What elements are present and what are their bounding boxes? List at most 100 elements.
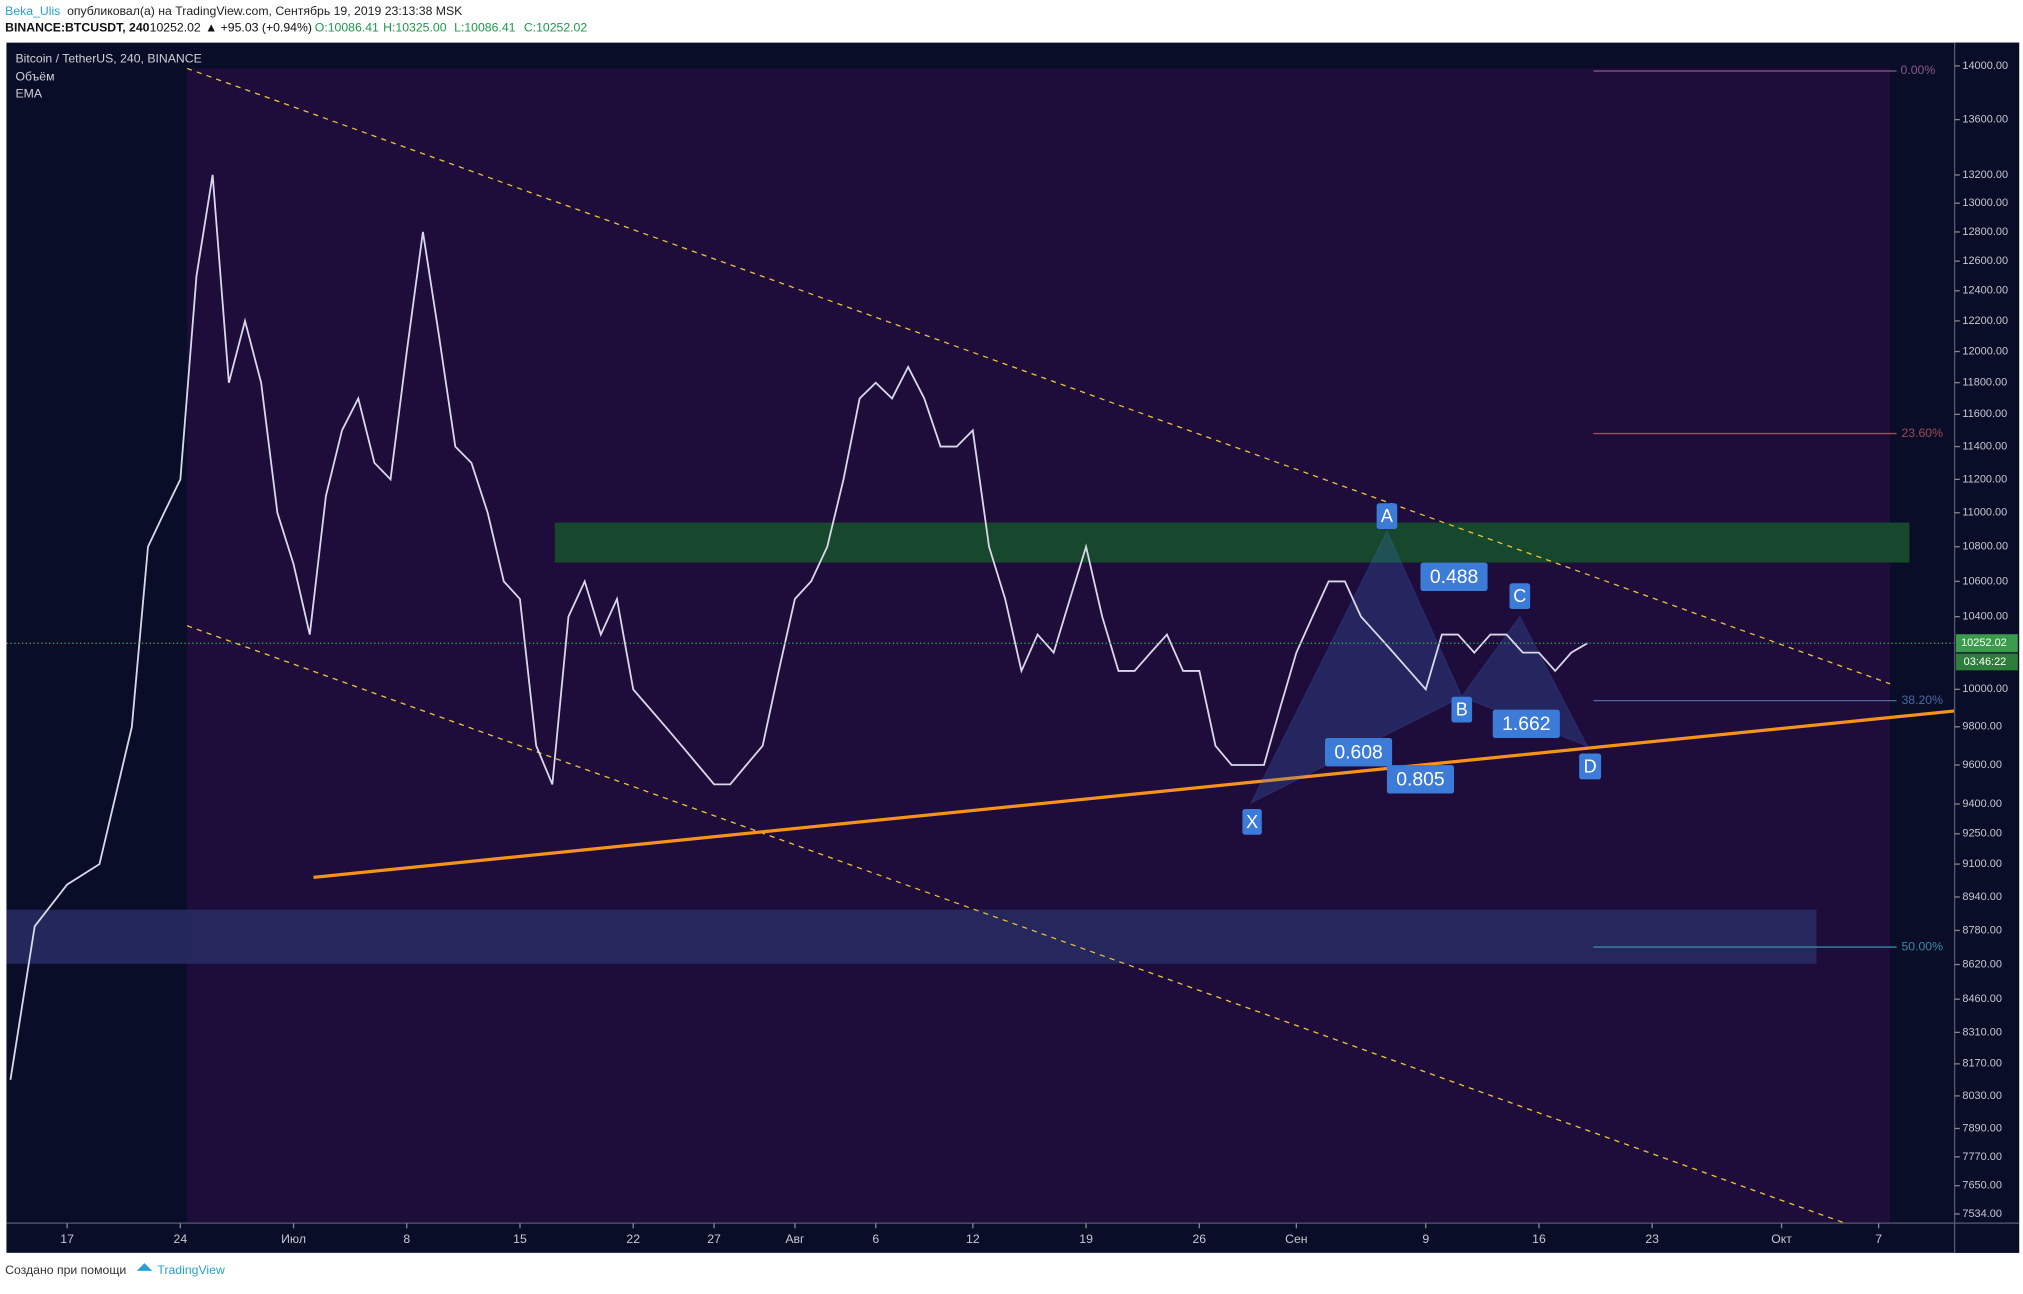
y-tick-label: 9600.00 — [1962, 759, 2002, 771]
y-tick-label: 9800.00 — [1962, 721, 2002, 733]
pattern-point: D — [1584, 756, 1597, 776]
countdown-bg — [1955, 653, 2018, 671]
y-tick-label: 7890.00 — [1962, 1122, 2002, 1134]
legend-ema: EMA — [15, 86, 42, 100]
y-tick-label: 12400.00 — [1962, 285, 2008, 297]
channel-top — [186, 67, 1891, 685]
channel-fill — [187, 68, 1891, 1224]
y-tick-label: 8310.00 — [1962, 1026, 2002, 1038]
x-tick-label: 7 — [1875, 1232, 1882, 1246]
last-price-label: 10252.02 — [1961, 637, 2007, 649]
y-tick-label: 9250.00 — [1962, 828, 2002, 840]
legend-volume: Объём — [15, 70, 54, 84]
x-tick-label: 8 — [403, 1232, 410, 1246]
ohlc-close: C:10252.02 — [524, 21, 588, 35]
y-tick-label: 14000.00 — [1962, 60, 2008, 72]
y-tick-label: 11000.00 — [1962, 507, 2007, 519]
price-line — [9, 174, 1588, 1080]
y-tick-label: 10800.00 — [1962, 541, 2008, 553]
x-tick-label: Окт — [1771, 1232, 1792, 1246]
published: опубликовал(а) на TradingView.com, Сентя… — [67, 4, 463, 18]
y-tick-label: 8940.00 — [1962, 891, 2002, 903]
fib-label: 50.00% — [1901, 939, 1943, 953]
x-tick-label: 26 — [1192, 1232, 1206, 1246]
y-tick-label: 8170.00 — [1962, 1058, 2002, 1070]
x-tick-label: Июл — [281, 1232, 306, 1246]
ratio-label: 1.662 — [1502, 713, 1550, 735]
ohlc-high: H:10325.00 — [383, 21, 447, 35]
x-tick-label: 22 — [626, 1232, 640, 1246]
x-tick-label: 16 — [1532, 1232, 1546, 1246]
support-zone — [6, 909, 1817, 964]
x-tick-label: Авг — [785, 1232, 805, 1246]
ohlc-low: L:10086.41 — [454, 21, 515, 35]
x-tick-label: Сен — [1285, 1232, 1307, 1246]
trendline — [313, 709, 1955, 879]
ratio-label: 0.608 — [1334, 742, 1382, 764]
ratio-bg — [1386, 765, 1455, 794]
x-tick-label: 27 — [707, 1232, 721, 1246]
y-tick-label: 8620.00 — [1962, 958, 2002, 970]
channel-bottom — [186, 625, 1846, 1224]
last: 10252.02 — [150, 21, 201, 35]
x-tick-label: 15 — [513, 1232, 527, 1246]
pattern-point-bg — [1579, 753, 1602, 780]
y-tick-label: 11400.00 — [1962, 440, 2007, 452]
resistance-zone — [554, 522, 1910, 563]
y-tick-label: 10600.00 — [1962, 575, 2008, 587]
legend-title: Bitcoin / TetherUS, 240, BINANCE — [15, 52, 201, 66]
footer-text: Создано при помощи — [5, 1263, 126, 1277]
footer-brand[interactable]: TradingView — [157, 1263, 225, 1277]
y-tick-label: 8780.00 — [1962, 924, 2002, 936]
pattern-point-bg — [1242, 808, 1262, 835]
countdown: 03:46:22 — [1964, 656, 2007, 668]
pattern-point: B — [1456, 700, 1468, 720]
pattern-point: X — [1246, 812, 1258, 832]
y-tick-label: 11600.00 — [1962, 408, 2007, 420]
y-tick-label: 13000.00 — [1962, 197, 2008, 209]
x-tick-label: 24 — [174, 1232, 188, 1246]
fib-label: 0.00% — [1901, 63, 1936, 77]
last-price-bg — [1955, 634, 2018, 653]
y-tick-label: 12800.00 — [1962, 226, 2008, 238]
y-tick-label: 10000.00 — [1962, 683, 2008, 695]
y-tick-label: 12000.00 — [1962, 345, 2008, 357]
change: ▲ +95.03 (+0.94%) — [205, 21, 312, 35]
y-tick-label: 8030.00 — [1962, 1090, 2002, 1102]
x-tick-label: 19 — [1079, 1232, 1093, 1246]
pattern-point: C — [1513, 586, 1526, 606]
ratio-label: 0.805 — [1396, 769, 1444, 791]
author[interactable]: Beka_Ulis — [5, 4, 60, 18]
pattern-point-bg — [1509, 583, 1531, 610]
ratio-bg — [1325, 738, 1393, 767]
y-tick-label: 11200.00 — [1962, 473, 2007, 485]
ratio-bg — [1420, 562, 1488, 591]
y-tick-label: 10400.00 — [1962, 611, 2008, 623]
y-tick-label: 11800.00 — [1962, 377, 2007, 389]
y-tick-label: 12600.00 — [1962, 255, 2008, 267]
y-tick-label: 8460.00 — [1962, 993, 2002, 1005]
brand-icon — [136, 1263, 153, 1271]
y-tick-label: 12200.00 — [1962, 315, 2008, 327]
ohlc-open: O:10086.41 — [315, 21, 379, 35]
x-tick-label: 23 — [1645, 1232, 1659, 1246]
fib-label: 23.60% — [1901, 426, 1943, 440]
y-tick-label: 13200.00 — [1962, 169, 2008, 181]
y-tick-label: 7650.00 — [1962, 1180, 2002, 1192]
pattern-point: A — [1381, 506, 1393, 526]
ratio-label: 0.488 — [1430, 566, 1478, 588]
ratio-bg — [1492, 709, 1560, 739]
y-tick-label: 13600.00 — [1962, 114, 2008, 126]
y-tick-label: 9100.00 — [1962, 858, 2002, 870]
y-tick-label: 9400.00 — [1962, 798, 2002, 810]
pattern-point-bg — [1376, 503, 1398, 530]
y-tick-label: 7770.00 — [1962, 1151, 2002, 1163]
y-tick-label: 7534.00 — [1962, 1208, 2002, 1220]
symbol: BINANCE:BTCUSDT, 240 — [5, 21, 149, 35]
pattern-point-bg — [1451, 696, 1473, 723]
x-tick-label: 6 — [872, 1232, 879, 1246]
x-tick-label: 12 — [966, 1232, 980, 1246]
x-tick-label: 9 — [1422, 1232, 1429, 1246]
